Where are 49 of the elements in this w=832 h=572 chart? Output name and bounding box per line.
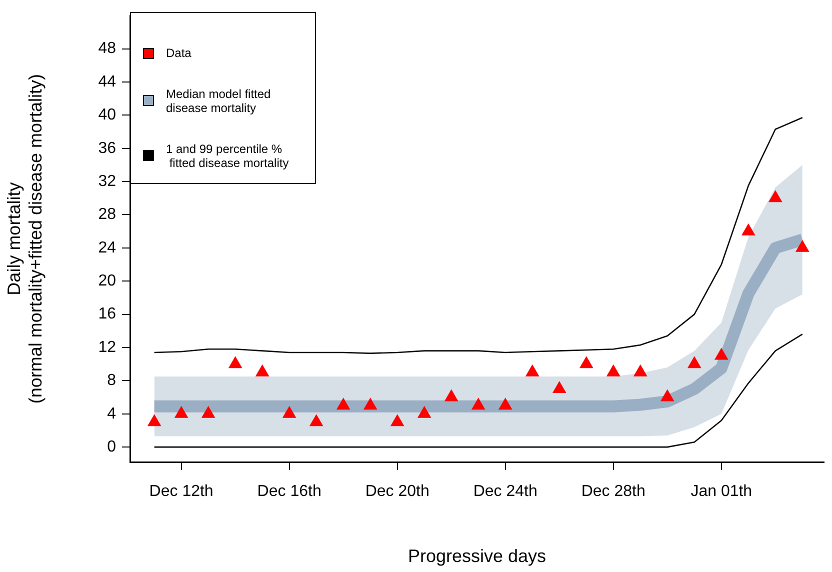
point (606, 364, 620, 376)
legend-label: 1 and 99 percentile % fitted disease mortality (166, 142, 289, 170)
point (796, 240, 809, 252)
point (498, 398, 512, 410)
point (228, 356, 242, 368)
point (580, 356, 593, 368)
point (174, 406, 188, 418)
legend-label: Data (166, 46, 192, 60)
point (742, 224, 755, 236)
legend-label: Median model fitted disease mortality (166, 86, 271, 115)
y-axis-title: Daily mortality (normal mortality+fitted disease mortality) (4, 74, 46, 404)
y-tick-label: 48 (98, 40, 116, 58)
point (526, 364, 539, 376)
y-tick-label: 20 (98, 272, 116, 290)
point (688, 356, 701, 368)
y-tick-label: 36 (98, 140, 116, 157)
y-tick-label: 8 (107, 372, 116, 390)
y-tick-label: 16 (98, 306, 116, 323)
point (336, 398, 350, 410)
point (634, 364, 647, 376)
y-tick-label: 32 (98, 172, 116, 190)
x-axis-title: Progressive days (408, 546, 546, 566)
x-tick-label: Dec 24th (473, 483, 538, 500)
point (768, 190, 782, 202)
x-tick-label: Dec 20th (365, 483, 430, 500)
point (310, 414, 323, 426)
y-tick-label: 24 (98, 239, 116, 256)
x-tick-label: Dec 16th (257, 483, 322, 500)
x-tick-label: Jan 01th (690, 483, 752, 500)
point (390, 414, 404, 426)
point (444, 390, 458, 402)
y-tick-label: 4 (107, 405, 116, 422)
point (282, 406, 296, 418)
point (660, 390, 674, 402)
x-tick-label: Dec 12th (149, 483, 214, 500)
y-tick-label: 12 (98, 338, 116, 356)
point (472, 398, 485, 410)
point (202, 406, 215, 418)
y-tick-label: 40 (98, 106, 116, 124)
point (256, 364, 269, 376)
y-tick-label: 44 (98, 73, 116, 90)
x-tick-label: Dec 28th (581, 483, 646, 500)
point (148, 414, 161, 426)
point (552, 381, 566, 393)
y-tick-label: 0 (107, 438, 116, 456)
y-tick-label: 28 (98, 206, 116, 224)
point (714, 348, 728, 360)
point (418, 406, 431, 418)
point (364, 398, 377, 410)
